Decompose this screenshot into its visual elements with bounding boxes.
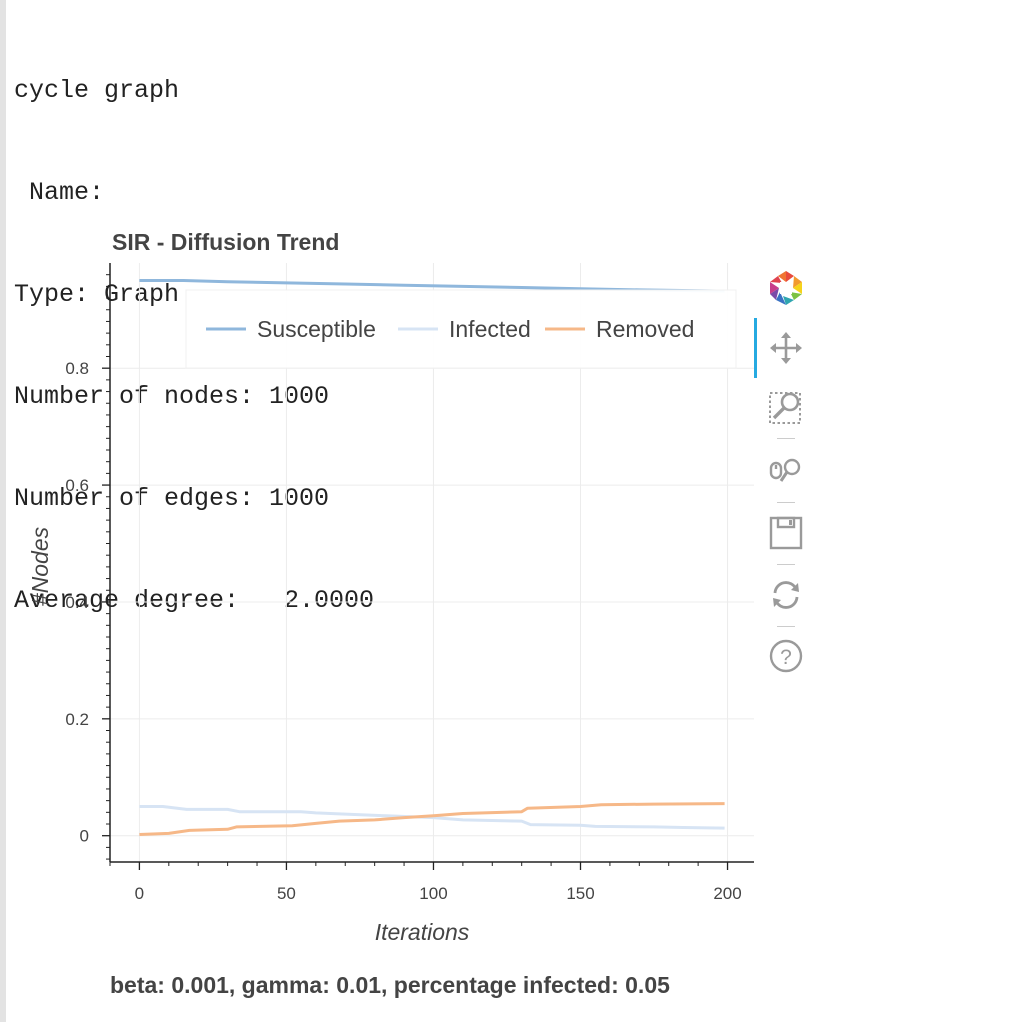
x-tick-label: 150 — [566, 884, 594, 903]
toolbar-divider — [777, 564, 795, 565]
x-axis-label: Iterations — [375, 919, 470, 945]
console-output: cycle graph Name: Type: Graph Number of … — [14, 6, 374, 652]
console-line: Name: — [14, 178, 120, 207]
reset-icon[interactable] — [766, 575, 806, 615]
plot-toolbar: ? — [754, 262, 820, 692]
console-line: Type: Graph — [14, 280, 180, 309]
console-line: cycle graph — [14, 76, 180, 105]
x-tick-label: 200 — [713, 884, 741, 903]
box-zoom-icon[interactable] — [766, 387, 806, 427]
legend-label-susceptible: Susceptible — [257, 316, 376, 342]
legend-label-removed: Removed — [596, 316, 694, 342]
console-line: Average degree: 2.0000 — [14, 586, 375, 615]
y-tick-label: 0 — [80, 827, 89, 846]
svg-text:?: ? — [780, 646, 792, 669]
series-line-susceptible — [139, 279, 725, 293]
toolbar-divider — [777, 438, 795, 439]
legend-box — [185, 289, 737, 369]
console-line: Number of edges: 1000 — [14, 484, 330, 513]
left-margin-bar — [0, 0, 6, 1022]
bokeh-logo-icon[interactable] — [766, 268, 806, 308]
console-line: Number of nodes: 1000 — [14, 382, 330, 411]
x-tick-label: 100 — [419, 884, 447, 903]
y-tick-label: 0.8 — [65, 359, 89, 378]
wheel-zoom-icon[interactable] — [766, 450, 806, 490]
pan-icon[interactable] — [766, 328, 806, 368]
toolbar-divider — [777, 502, 795, 503]
active-tool-indicator — [754, 318, 757, 378]
legend-label-infected: Infected — [449, 316, 531, 342]
y-tick-label: 0.2 — [65, 710, 89, 729]
parameters-caption: beta: 0.001, gamma: 0.01, percentage inf… — [110, 972, 670, 998]
series-line-removed — [139, 802, 725, 836]
toolbar-divider — [777, 626, 795, 627]
x-tick-label: 0 — [135, 884, 144, 903]
help-icon[interactable]: ? — [766, 636, 806, 676]
x-tick-label: 50 — [277, 884, 296, 903]
chart-title: SIR - Diffusion Trend — [112, 229, 340, 255]
y-tick-label: 0.4 — [65, 593, 89, 612]
y-axis-label: #Nodes — [27, 526, 53, 606]
y-tick-label: 0.6 — [65, 476, 89, 495]
save-icon[interactable] — [766, 513, 806, 553]
